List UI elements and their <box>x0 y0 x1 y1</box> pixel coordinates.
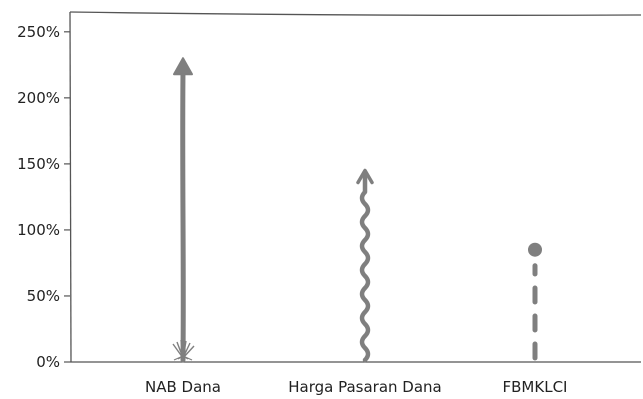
x-category-label: Harga Pasaran Dana <box>288 378 442 396</box>
plot-frame <box>69 11 642 363</box>
y-axis-ticks: 0% 50% 100% 150% 200% 250% <box>17 23 70 371</box>
data-mark <box>528 242 542 361</box>
data-mark <box>172 57 195 363</box>
y-tick-label: 250% <box>17 23 60 41</box>
x-axis-categories: NAB Dana Harga Pasaran Dana FBMKLCI <box>145 378 567 396</box>
y-tick-label: 150% <box>17 155 60 173</box>
x-category-label: FBMKLCI <box>503 378 568 396</box>
plot-border-top <box>69 11 642 17</box>
x-axis-line <box>69 361 642 363</box>
data-marks <box>172 57 542 363</box>
y-tick-label: 50% <box>27 287 60 305</box>
y-tick-label: 0% <box>36 353 60 371</box>
y-tick-label: 100% <box>17 221 60 239</box>
y-axis-line <box>69 11 72 363</box>
data-mark <box>356 168 374 363</box>
x-category-label: NAB Dana <box>145 378 221 396</box>
y-tick-label: 200% <box>17 89 60 107</box>
